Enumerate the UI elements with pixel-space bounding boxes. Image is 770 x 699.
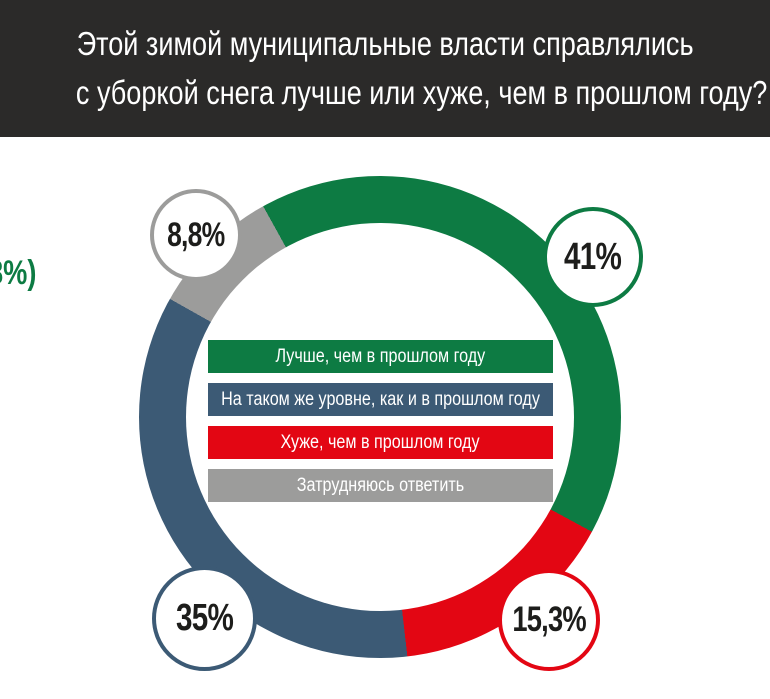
callout-same-value: 35%	[176, 597, 234, 639]
legend-label-undecided: Затрудняюсь ответить	[296, 474, 465, 496]
question-title-line-1: Этой зимой муниципальные власти справлял…	[0, 21, 770, 67]
callout-worse-value: 15,3%	[512, 600, 586, 639]
legend-label-worse: Хуже, чем в прошлом году	[280, 431, 480, 453]
callout-worse-15-3: 15,3%	[498, 569, 600, 671]
legend-item-same: На таком же уровне, как и в прошлом году	[208, 383, 553, 416]
callout-undecided-value: 8,8%	[167, 215, 225, 254]
legend-item-undecided: Затрудняюсь ответить	[208, 469, 553, 502]
callout-same-35: 35%	[152, 566, 257, 671]
question-header: Этой зимой муниципальные власти справлял…	[0, 0, 770, 137]
question-title-line-2: с уборкой снега лучше или хуже, чем в пр…	[0, 70, 770, 116]
legend-item-worse: Хуже, чем в прошлом году	[208, 426, 553, 459]
donut-hole	[186, 223, 574, 611]
callout-better-41: 41%	[543, 207, 643, 307]
legend-label-same: На таком же уровне, как и в прошлом году	[221, 388, 540, 410]
question-title-text-2: с уборкой снега лучше или хуже, чем в пр…	[75, 74, 768, 111]
legend-label-better: Лучше, чем в прошлом году	[275, 345, 486, 367]
clipped-left-annotation: 8%)	[0, 254, 37, 292]
callout-better-value: 41%	[564, 235, 623, 278]
question-title-text-1: Этой зимой муниципальные власти справлял…	[76, 25, 694, 62]
legend: Лучше, чем в прошлом году На таком же ур…	[208, 340, 553, 502]
legend-item-better: Лучше, чем в прошлом году	[208, 340, 553, 373]
callout-undecided-8-8: 8,8%	[150, 189, 242, 281]
